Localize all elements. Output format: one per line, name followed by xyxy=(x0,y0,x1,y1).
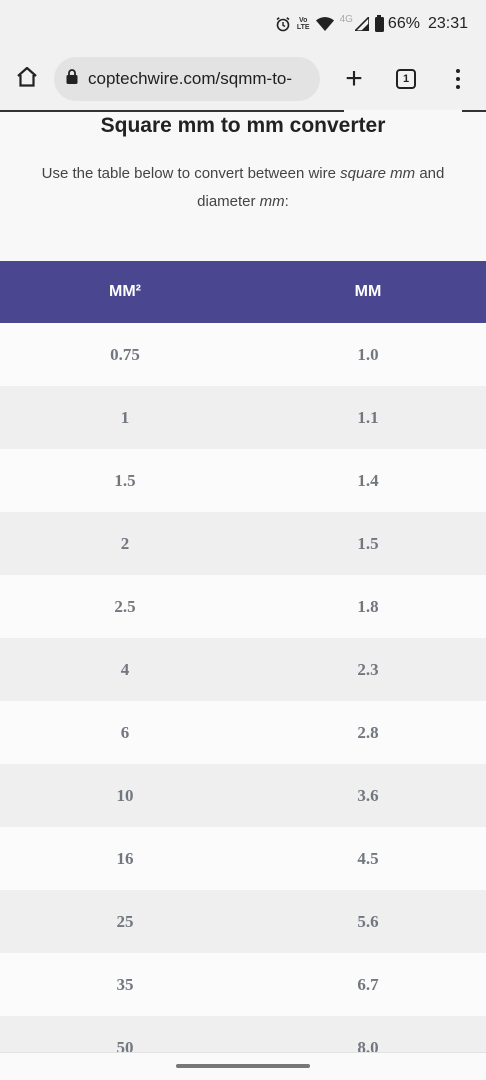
url-text: coptechwire.com/sqmm-to- xyxy=(88,69,293,88)
table-body: 0.75 1.0 1 1.1 1.5 1.4 2 1.5 2.5 1.8 4 2.3 6 2.8 10 3.6… xyxy=(0,323,486,1079)
cell-diameter-mm: 3.6 xyxy=(357,785,379,805)
cell-diameter-mm: 4.5 xyxy=(357,848,379,868)
cell-square-mm: 1 xyxy=(120,407,130,427)
table-row: 1 1.1 xyxy=(0,386,486,449)
table-row: 0.75 1.0 xyxy=(0,323,486,386)
new-tab-button[interactable]: + xyxy=(328,48,380,110)
cell-diameter-mm: 1.5 xyxy=(357,533,379,553)
status-bar: Vo LTE 4G 66% 23:31 xyxy=(0,0,486,48)
cell-square-mm: 25 xyxy=(116,911,134,931)
page-load-progress-end xyxy=(462,110,486,112)
cell-diameter-mm: 6.7 xyxy=(357,974,379,994)
cell-diameter-mm: 1.1 xyxy=(357,407,379,427)
home-button[interactable] xyxy=(0,48,54,110)
table-row: 35 6.7 xyxy=(0,953,486,1016)
cell-diameter-mm: 1.8 xyxy=(357,596,379,616)
signal-icon xyxy=(354,17,369,31)
network-type-label: 4G xyxy=(339,14,353,25)
table-header: MM² MM xyxy=(0,261,486,323)
browser-toolbar: coptechwire.com/sqmm-to- + 1 xyxy=(0,48,486,110)
table-row: 2 1.5 xyxy=(0,512,486,575)
battery-percent: 66% xyxy=(387,15,420,32)
volte-bottom-text: LTE xyxy=(296,24,310,31)
cell-diameter-mm: 5.6 xyxy=(357,911,379,931)
cell-square-mm: 50 xyxy=(116,1037,134,1057)
plus-icon: + xyxy=(345,62,363,95)
alarm-icon xyxy=(275,16,291,32)
intro-text: Use the table below to convert between w… xyxy=(24,160,462,216)
table-row: 10 3.6 xyxy=(0,764,486,827)
intro-text-part: Use the table below to convert between w… xyxy=(41,165,341,182)
cell-square-mm: 6 xyxy=(120,722,130,742)
conversion-table: MM² MM 0.75 1.0 1 1.1 1.5 1.4 2 1.5 2.5 1.8 4 2.3 6 2… xyxy=(0,261,486,1079)
clock-time: 23:31 xyxy=(427,15,468,32)
table-row: 6 2.8 xyxy=(0,701,486,764)
cell-square-mm: 2 xyxy=(120,533,130,553)
cell-diameter-mm: 1.4 xyxy=(357,470,379,490)
table-row: 2.5 1.8 xyxy=(0,575,486,638)
page-load-progress xyxy=(0,110,344,112)
cell-diameter-mm: 2.3 xyxy=(357,659,379,679)
column-header-mm: MM xyxy=(354,283,382,300)
cell-square-mm: 0.75 xyxy=(110,344,140,364)
cell-square-mm: 1.5 xyxy=(114,470,136,490)
table-row: 25 5.6 xyxy=(0,890,486,953)
volte-icon: Vo LTE xyxy=(297,17,310,31)
overflow-menu-icon xyxy=(456,69,460,89)
cell-diameter-mm: 2.8 xyxy=(357,722,379,742)
intro-emphasis-mm: mm xyxy=(259,193,285,210)
cell-square-mm: 35 xyxy=(116,974,134,994)
cell-square-mm: 10 xyxy=(116,785,134,805)
intro-text-part: and diameter xyxy=(197,165,445,210)
tab-switcher-button[interactable]: 1 xyxy=(380,48,432,110)
intro-text-part: : xyxy=(284,193,289,210)
volte-top-text: Vo xyxy=(299,17,308,24)
cell-square-mm: 2.5 xyxy=(114,596,136,616)
lock-icon xyxy=(66,69,78,89)
column-header-mm2: MM² xyxy=(109,283,141,300)
address-bar[interactable]: coptechwire.com/sqmm-to- xyxy=(54,57,320,101)
table-row: 4 2.3 xyxy=(0,638,486,701)
table-row: 1.5 1.4 xyxy=(0,449,486,512)
table-row: 16 4.5 xyxy=(0,827,486,890)
cell-diameter-mm: 1.0 xyxy=(357,344,379,364)
overflow-menu-button[interactable] xyxy=(432,48,484,110)
wifi-icon xyxy=(315,17,334,31)
page-title: Square mm to mm converter xyxy=(100,114,386,137)
cell-square-mm: 4 xyxy=(120,659,130,679)
home-icon xyxy=(16,66,38,92)
cell-diameter-mm: 8.0 xyxy=(357,1037,379,1057)
intro-emphasis-square-mm: square mm xyxy=(340,165,416,182)
tab-switcher-icon: 1 xyxy=(396,69,416,89)
cell-square-mm: 16 xyxy=(116,848,134,868)
battery-icon xyxy=(374,14,384,32)
gesture-handle[interactable] xyxy=(176,1064,310,1068)
